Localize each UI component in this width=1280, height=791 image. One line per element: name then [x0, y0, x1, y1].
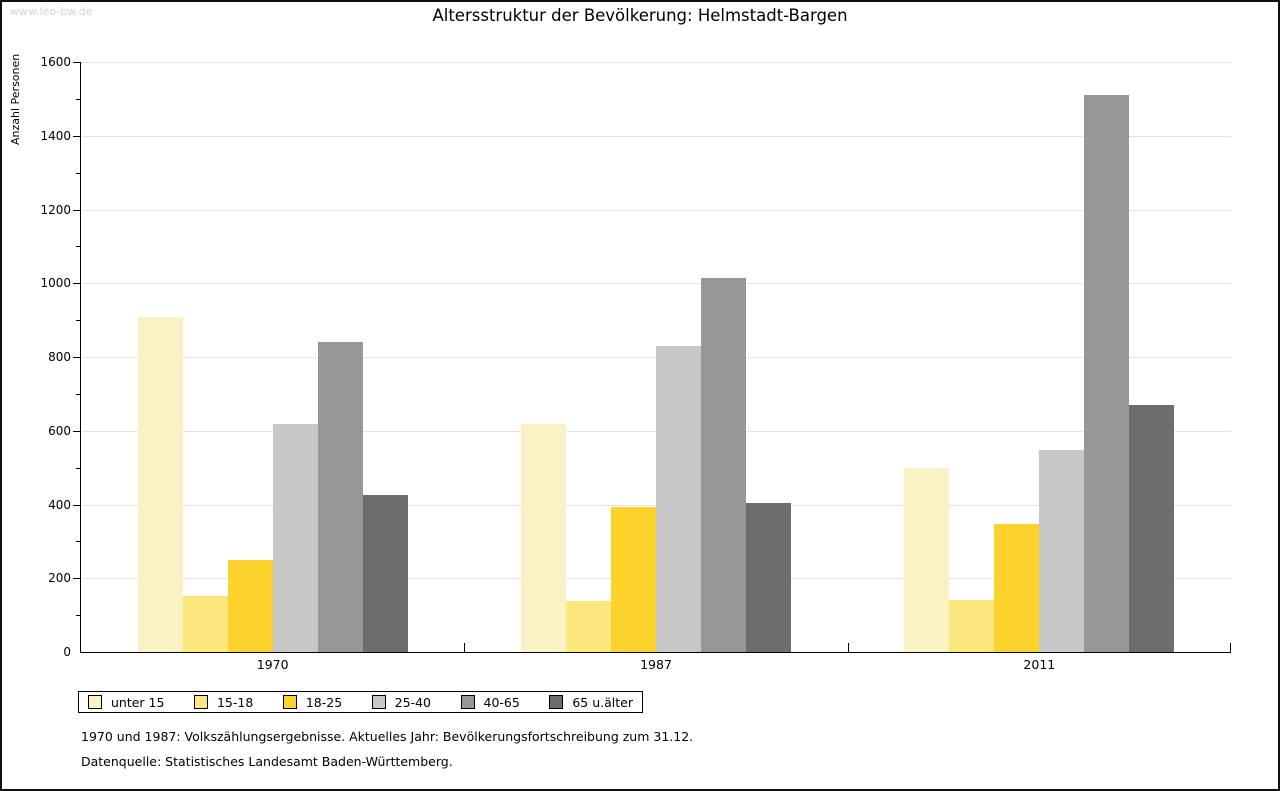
x-tick-label-2011: 2011 [1023, 657, 1056, 672]
y-gridline-1200 [81, 209, 1231, 211]
bar-1970-unter-15 [137, 317, 183, 652]
legend-label: 25-40 [394, 694, 431, 710]
legend-label: 40-65 [483, 694, 520, 710]
x-tick-label-1987: 1987 [640, 657, 672, 672]
legend: unter 15 15-18 18-25 25-40 40-65 65 u.älter [78, 691, 643, 713]
y-tick-minor-900 [76, 320, 80, 322]
y-tick-label-1600: 1600 [40, 55, 71, 69]
bar-1987-25-40 [656, 345, 701, 652]
legend-swatch-icon [460, 695, 475, 709]
y-tick-minor-500 [76, 467, 80, 469]
y-tick-major-1000 [73, 283, 80, 285]
y-tick-minor-1100 [76, 246, 80, 248]
y-tick-major-600 [73, 430, 80, 432]
y-tick-major-1200 [73, 209, 80, 211]
y-tick-major-200 [73, 578, 80, 580]
legend-item-unter-15: unter 15 [88, 695, 164, 710]
legend-label: 15-18 [216, 694, 254, 710]
y-tick-label-1000: 1000 [40, 276, 71, 291]
footnote-data-source: Datenquelle: Statistisches Landesamt Bad… [81, 754, 453, 769]
legend-item-65-u-lter: 65 u.älter [549, 695, 633, 710]
x-axis-separator-2 [847, 643, 849, 652]
chart-title: Altersstruktur der Bevölkerung: Helmstad… [432, 6, 848, 25]
bar-1987-65-u-lter [746, 503, 791, 652]
bar-2011-25-40 [1039, 450, 1085, 652]
legend-item-18-25: 18-25 [282, 694, 343, 710]
legend-item-15-18: 15-18 [193, 694, 254, 710]
legend-swatch-icon [193, 695, 208, 709]
legend-swatch-icon [282, 695, 297, 709]
y-tick-minor-700 [76, 393, 80, 395]
legend-item-25-40: 25-40 [371, 694, 431, 710]
x-axis-separator-1 [464, 643, 466, 652]
y-tick-minor-100 [76, 615, 80, 617]
y-gridline-1000 [81, 283, 1231, 285]
y-tick-label-600: 600 [48, 423, 71, 438]
y-tick-major-1400 [73, 135, 80, 137]
legend-label: unter 15 [111, 694, 165, 710]
y-tick-minor-300 [76, 541, 80, 543]
y-tick-label-800: 800 [48, 350, 71, 364]
x-axis-end-tick [1230, 643, 1231, 652]
bar-1987-15-18 [566, 601, 611, 652]
y-tick-label-1200: 1200 [40, 202, 71, 217]
bar-2011-unter-15 [904, 467, 950, 652]
bar-1970-40-65 [317, 342, 363, 652]
bar-1970-15-18 [182, 595, 228, 652]
bar-1970-18-25 [227, 559, 273, 652]
footnote-source-note: 1970 und 1987: Volkszählungsergebnisse. … [81, 729, 694, 744]
plot-area: 0 200 400 600 800 1000 1200 1400 1600 1970 1987 201… [40, 55, 1231, 672]
legend-label: 65 u.älter [572, 694, 633, 710]
legend-swatch-icon [88, 695, 102, 709]
y-tick-major-1600 [73, 62, 80, 63]
y-gridline-1600 [81, 62, 1231, 63]
legend-label: 18-25 [305, 694, 343, 710]
bar-1987-40-65 [701, 278, 746, 652]
bar-1970-65-u-lter [362, 495, 408, 652]
bar-2011-65-u-lter [1129, 404, 1175, 652]
y-gridline-1400 [81, 135, 1231, 137]
y-tick-minor-1300 [76, 172, 80, 174]
y-tick-major-800 [73, 357, 80, 358]
y-tick-label-200: 200 [48, 571, 71, 586]
watermark-leo-bw: www.leo-bw.de [10, 5, 93, 18]
bar-2011-40-65 [1084, 95, 1130, 652]
y-tick-minor-1500 [76, 98, 80, 100]
x-tick-label-1970: 1970 [256, 657, 289, 672]
bar-1970-25-40 [272, 424, 318, 652]
bar-2011-15-18 [949, 600, 995, 652]
y-tick-major-400 [73, 504, 80, 506]
y-tick-label-0: 0 [63, 645, 71, 659]
bar-1987-18-25 [611, 507, 656, 652]
bar-1987-unter-15 [521, 424, 566, 652]
bar-2011-18-25 [994, 523, 1040, 652]
legend-item-40-65: 40-65 [460, 694, 520, 710]
legend-swatch-icon [371, 695, 386, 709]
legend-swatch-icon [549, 695, 564, 709]
y-tick-label-400: 400 [48, 497, 71, 512]
y-tick-label-1400: 1400 [40, 128, 71, 143]
